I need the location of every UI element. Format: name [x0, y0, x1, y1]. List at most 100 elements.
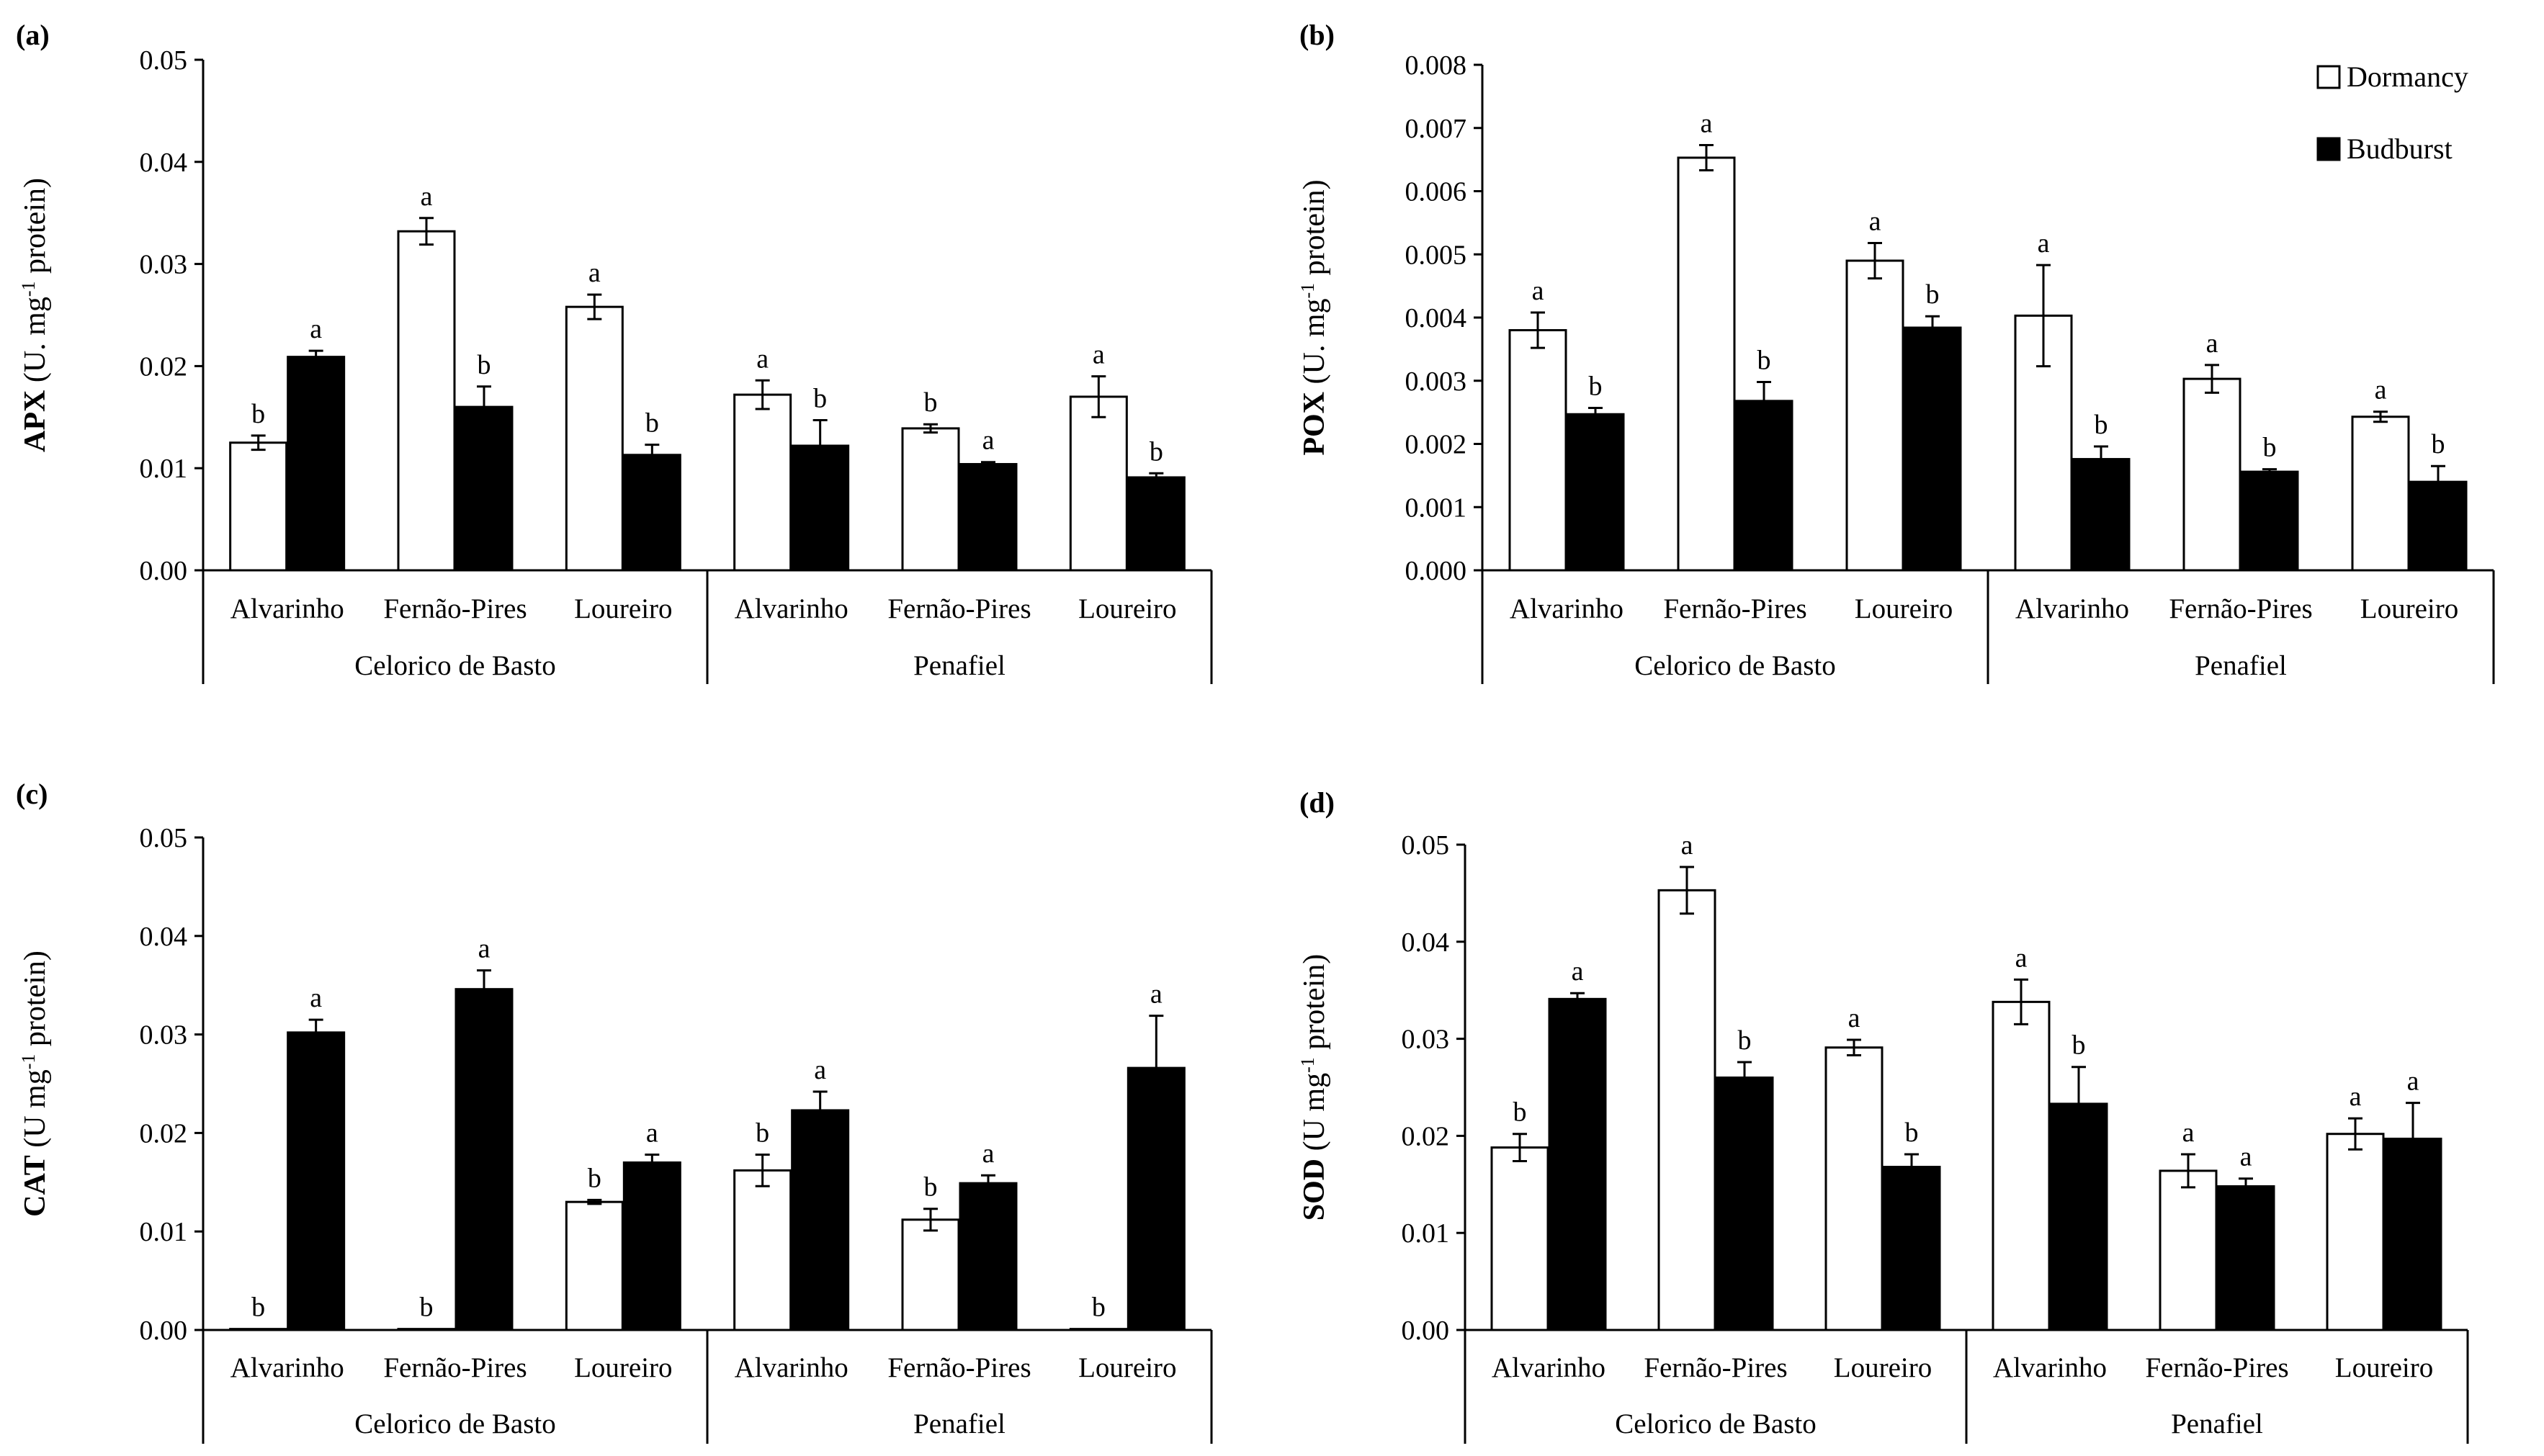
x-category-label: Alvarinho [230, 593, 344, 624]
y-axis-title: SOD (U mg-1 protein) [1297, 954, 1332, 1221]
y-axis-title-bold: CAT [19, 1155, 52, 1217]
bar-dormancy [1069, 395, 1128, 572]
panel-label: (b) [1299, 19, 1335, 51]
bar-dormancy [2159, 1169, 2218, 1331]
significance-letter: a [421, 181, 433, 212]
bar-budburst [2072, 458, 2131, 572]
bar-budburst [959, 463, 1018, 572]
x-group-label: Penafiel [913, 650, 1005, 681]
y-tick-label: 0.02 [1402, 1121, 1450, 1151]
bar-dormancy [1845, 259, 1904, 572]
significance-letter: b [1757, 346, 1771, 376]
bar-dormancy [229, 441, 288, 572]
significance-letter: b [1513, 1097, 1527, 1128]
significance-letter: a [2182, 1118, 2195, 1148]
panel-label: (d) [1299, 786, 1335, 819]
bar-dormancy [733, 1169, 792, 1331]
x-category-label: Fernão-Pires [2169, 593, 2312, 624]
y-tick-label: 0.008 [1405, 50, 1467, 81]
bar-budburst [622, 1161, 681, 1331]
y-tick-label: 0.05 [140, 45, 188, 76]
x-category-label: Fernão-Pires [383, 1352, 527, 1383]
y-tick-label: 0.006 [1405, 177, 1467, 207]
x-category-label: Loureiro [574, 1352, 672, 1383]
significance-letter: a [310, 314, 322, 344]
x-category-label: Fernão-Pires [887, 593, 1031, 624]
x-category-label: Fernão-Pires [1644, 1352, 1787, 1383]
significance-letter: a [982, 426, 995, 456]
y-tick-label: 0.00 [140, 1316, 188, 1346]
bar-dormancy [1069, 1328, 1128, 1331]
significance-letter: b [1092, 1293, 1106, 1323]
y-axis-title-end: protein) [1298, 954, 1331, 1057]
y-axis-title: CAT (U mg-1 protein) [18, 951, 53, 1217]
significance-letter: a [2015, 943, 2028, 973]
significance-letter: a [2350, 1082, 2362, 1112]
bar-budburst [1127, 476, 1186, 572]
bar-dormancy [397, 1328, 456, 1331]
bar-dormancy [1677, 156, 1736, 572]
bar-budburst [622, 454, 681, 572]
y-axis-title-bold: POX [1298, 392, 1331, 456]
bar-dormancy [1508, 329, 1567, 572]
x-category-label: Loureiro [1078, 593, 1176, 624]
bar-dormancy [901, 427, 960, 572]
bar-dormancy [2351, 415, 2410, 572]
x-group-label: Penafiel [2171, 1408, 2263, 1439]
bar-budburst [791, 1109, 850, 1331]
x-group-label: Celorico de Basto [1634, 650, 1835, 681]
significance-letter: a [1848, 1003, 1860, 1033]
significance-letter: a [646, 1118, 658, 1148]
x-category-label: Alvarinho [1993, 1352, 2107, 1383]
x-category-label: Fernão-Pires [1663, 593, 1806, 624]
significance-letter: a [814, 1055, 826, 1085]
panel-c: (c) CAT (U mg-1 protein) 0.00 0.01 0.02 0.03 0… [16, 778, 1213, 1444]
significance-letter: a [310, 983, 322, 1013]
significance-letter: a [1093, 340, 1105, 370]
panel-label: (c) [16, 778, 48, 810]
legend-label: Dormancy [2347, 60, 2468, 93]
legend: Dormancy Budburst [2316, 60, 2468, 165]
y-axis-title-text: (U. mg [19, 297, 52, 390]
significance-letter: b [1738, 1025, 1752, 1056]
significance-letter: a [2206, 328, 2218, 359]
x-category-label: Fernão-Pires [887, 1352, 1031, 1383]
significance-letter: b [1589, 371, 1603, 401]
x-category-label: Alvarinho [2015, 593, 2129, 624]
y-axis-title-text: (U mg [1298, 1073, 1331, 1159]
y-tick-label: 0.03 [1402, 1025, 1450, 1055]
y-axis-title-sup: -1 [18, 281, 39, 297]
significance-letter: a [2407, 1066, 2419, 1097]
significance-letter: b [2095, 410, 2108, 440]
y-tick-label: 0.05 [140, 823, 188, 853]
bar-dormancy [2182, 377, 2241, 572]
bar-dormancy [397, 230, 456, 572]
significance-letter: a [1572, 956, 1584, 987]
significance-letter: b [2432, 429, 2445, 459]
panel-b: (b) POX (U. mg-1 protein) 0.000 0.001 0.002 0… [1297, 19, 2495, 684]
y-axis-title: POX (U. mg-1 protein) [1297, 179, 1332, 455]
significance-letter: b [924, 1172, 938, 1203]
x-category-label: Alvarinho [735, 593, 848, 624]
bar-budburst [287, 1031, 346, 1331]
y-axis-title-sup: -1 [1297, 1057, 1318, 1073]
panel-d: (d) SOD (U mg-1 protein) 0.00 0.01 0.02 0.03 0… [1297, 786, 2469, 1444]
x-group-label: Penafiel [913, 1408, 1005, 1439]
y-axis-title-bold: APX [19, 390, 52, 452]
legend-swatch-dormancy [2316, 65, 2341, 89]
significance-letter: b [1926, 279, 1940, 310]
significance-letter: b [420, 1293, 434, 1323]
x-category-label: Fernão-Pires [2145, 1352, 2288, 1383]
y-axis-title-bold: SOD [1298, 1159, 1331, 1221]
significance-letter: b [924, 387, 938, 418]
significance-letter: b [588, 1163, 601, 1193]
y-axis-title-sup: -1 [18, 1054, 39, 1070]
bar-dormancy [1657, 889, 1716, 1331]
panel-label: (a) [16, 19, 50, 51]
y-tick-label: 0.00 [1402, 1316, 1450, 1346]
bar-budburst [1734, 400, 1793, 572]
legend-swatch-budburst [2316, 137, 2341, 161]
y-axis-title-sup: -1 [1297, 283, 1318, 299]
y-tick-label: 0.000 [1405, 556, 1467, 586]
y-axis-title-text: (U mg [19, 1069, 52, 1155]
